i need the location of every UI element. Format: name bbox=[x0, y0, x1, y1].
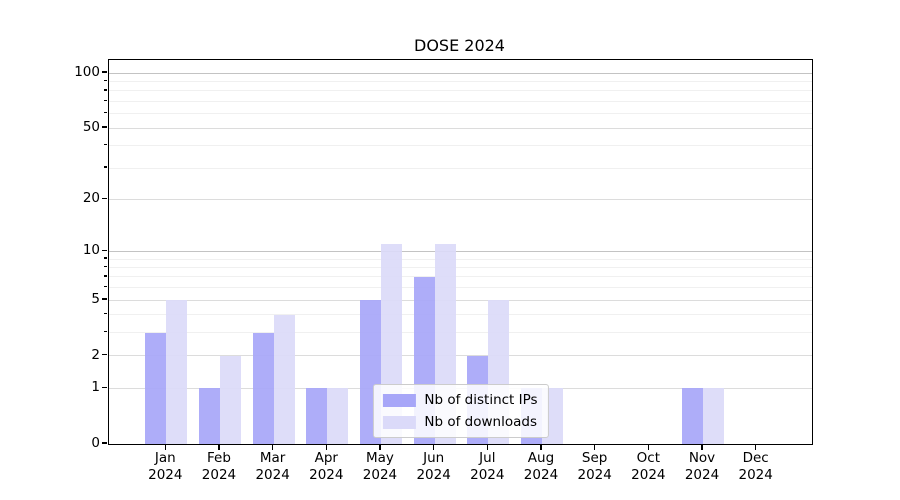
y-tick-label: 50 bbox=[82, 119, 100, 136]
gridline bbox=[109, 90, 812, 92]
x-tick-mark bbox=[164, 444, 167, 450]
y-minor-tick-mark bbox=[103, 285, 107, 288]
gridline bbox=[109, 276, 812, 278]
y-tick-label: 5 bbox=[91, 291, 100, 308]
x-tick-label-may: May 2024 bbox=[362, 450, 398, 483]
y-minor-tick-mark bbox=[103, 111, 107, 114]
x-tick-mark bbox=[754, 444, 757, 450]
bar-distinct-ips-nov bbox=[682, 388, 703, 444]
x-tick-mark bbox=[701, 444, 703, 450]
x-tick-mark bbox=[379, 444, 381, 450]
legend-swatch-downloads bbox=[382, 415, 416, 429]
y-tick-mark bbox=[101, 386, 107, 389]
gridline bbox=[109, 145, 812, 147]
gridline bbox=[109, 198, 812, 200]
x-tick-label-jan: Jan 2024 bbox=[148, 450, 183, 483]
x-tick-mark bbox=[593, 444, 596, 450]
gridline bbox=[109, 266, 812, 268]
y-tick-mark bbox=[101, 126, 107, 128]
y-minor-tick-mark bbox=[103, 275, 107, 277]
y-minor-tick-mark bbox=[103, 89, 107, 91]
gridline bbox=[109, 127, 812, 129]
x-tick-mark bbox=[486, 444, 489, 450]
gridline bbox=[109, 258, 812, 260]
bar-downloads-feb bbox=[219, 355, 241, 444]
x-tick-mark bbox=[540, 444, 542, 450]
gridline bbox=[109, 332, 812, 334]
plot-area: Nb of distinct IPs Nb of downloads bbox=[108, 59, 813, 445]
x-tick-mark bbox=[325, 444, 328, 450]
y-minor-tick-mark bbox=[103, 166, 107, 168]
x-tick-label-feb: Feb 2024 bbox=[201, 450, 237, 483]
bar-distinct-ips-feb bbox=[198, 388, 220, 444]
gridline bbox=[109, 299, 812, 301]
x-tick-label-sep: Sep 2024 bbox=[577, 450, 612, 483]
legend-label-downloads: Nb of downloads bbox=[424, 414, 537, 430]
bar-distinct-ips-apr bbox=[306, 388, 328, 444]
x-tick-label-aug: Aug 2024 bbox=[523, 450, 559, 483]
bar-downloads-nov bbox=[703, 388, 724, 444]
y-minor-tick-mark bbox=[103, 312, 107, 315]
y-tick-label: 10 bbox=[82, 242, 100, 259]
y-minor-tick-mark bbox=[103, 79, 107, 82]
y-tick-label: 1 bbox=[91, 379, 100, 396]
x-tick-label-jun: Jun 2024 bbox=[416, 450, 451, 483]
y-tick-mark bbox=[101, 298, 107, 300]
x-tick-label-apr: Apr 2024 bbox=[309, 450, 344, 483]
x-tick-label-oct: Oct 2024 bbox=[631, 450, 666, 483]
y-minor-tick-mark bbox=[103, 330, 107, 333]
y-tick-label: 2 bbox=[91, 346, 100, 363]
x-tick-label-dec: Dec 2024 bbox=[738, 450, 773, 483]
chart-title: DOSE 2024 bbox=[414, 36, 505, 55]
legend: Nb of distinct IPs Nb of downloads bbox=[372, 384, 549, 438]
y-minor-tick-mark bbox=[103, 143, 107, 146]
y-tick-mark bbox=[101, 197, 107, 200]
legend-row-downloads: Nb of downloads bbox=[382, 414, 537, 430]
bar-distinct-ips-jan bbox=[145, 332, 167, 444]
y-tick-mark bbox=[101, 353, 107, 356]
gridline bbox=[109, 113, 812, 115]
x-tick-mark bbox=[218, 444, 220, 450]
y-tick-label: 20 bbox=[82, 190, 100, 207]
x-tick-label-jul: Jul 2024 bbox=[470, 450, 505, 483]
gridline bbox=[109, 355, 812, 357]
gridline bbox=[109, 250, 812, 252]
gridline bbox=[109, 167, 812, 169]
x-tick-label-mar: Mar 2024 bbox=[255, 450, 290, 483]
legend-label-distinct-ips: Nb of distinct IPs bbox=[424, 392, 538, 408]
bar-distinct-ips-mar bbox=[252, 332, 274, 444]
y-minor-tick-mark bbox=[103, 265, 107, 268]
y-minor-tick-mark bbox=[103, 257, 107, 259]
legend-swatch-distinct-ips bbox=[382, 393, 416, 407]
gridline bbox=[109, 101, 812, 102]
x-tick-label-nov: Nov 2024 bbox=[684, 450, 720, 483]
y-tick-mark bbox=[101, 442, 107, 444]
gridline bbox=[109, 72, 812, 74]
gridline bbox=[109, 287, 812, 289]
x-tick-mark bbox=[271, 444, 274, 450]
y-minor-tick-mark bbox=[103, 99, 107, 102]
y-tick-label: 100 bbox=[74, 64, 100, 81]
y-tick-label: 0 bbox=[91, 435, 100, 451]
gridline bbox=[109, 81, 812, 83]
bar-downloads-mar bbox=[273, 314, 295, 444]
legend-row-distinct-ips: Nb of distinct IPs bbox=[382, 392, 538, 408]
y-tick-mark bbox=[101, 71, 107, 73]
y-tick-mark bbox=[101, 249, 107, 252]
x-tick-mark bbox=[432, 444, 435, 450]
x-tick-mark bbox=[647, 444, 650, 450]
gridline bbox=[109, 314, 812, 316]
bar-downloads-jan bbox=[166, 300, 188, 444]
bar-downloads-apr bbox=[327, 388, 349, 444]
